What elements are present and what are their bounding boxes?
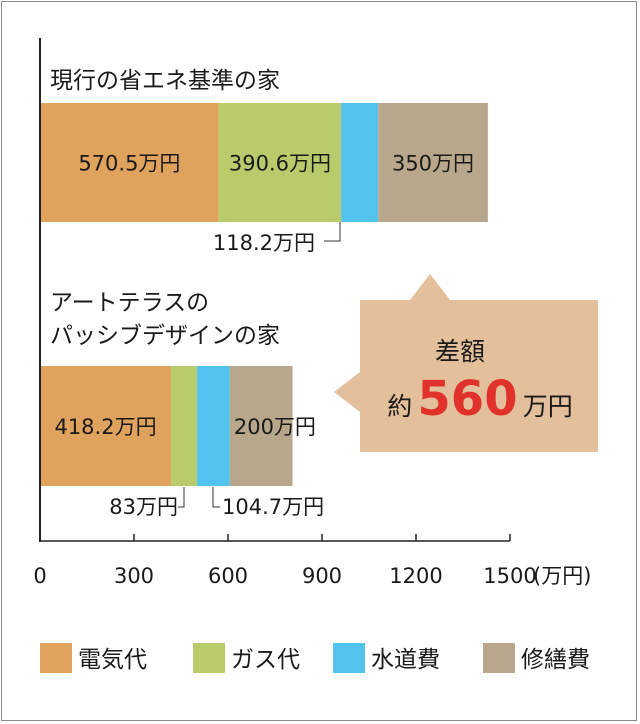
x-tick-label: 1200 [389,564,442,588]
bar-segment [341,103,379,222]
bar-segment [378,103,488,222]
data-label: 570.5万円 [78,152,180,176]
data-label: 390.6万円 [229,152,331,176]
bar-segment [40,366,172,486]
legend-swatch [333,643,365,673]
bar-segment [197,366,230,486]
x-unit-label: (万円) [533,564,591,588]
bar-segment [218,103,342,222]
legend-item: 電気代 [40,643,147,673]
callout-value: 560 [417,371,517,427]
data-label: 350万円 [392,152,474,176]
legend-item: 水道費 [333,643,440,673]
x-tick-label: 1500 [483,564,536,588]
x-tick-label: 600 [208,564,248,588]
callout-prefix: 約 [387,392,412,421]
legend-label: 水道費 [371,647,440,673]
bar-segment [40,103,219,222]
x-tick-label: 900 [302,564,342,588]
callout-box [334,274,598,452]
leader-line [324,222,341,242]
data-label: 104.7万円 [222,495,324,519]
leader-line [212,487,220,508]
legend-swatch [483,643,515,673]
difference-callout: 差額 約 560 万円 [334,274,598,452]
legend-label: ガス代 [231,647,300,673]
bar-category-label: 現行の省エネ基準の家 [50,68,280,94]
legend-swatch [193,643,225,673]
bar-group: 現行の省エネ基準の家 570.5万円 390.6万円 118.2万円 350万円 [40,68,488,255]
bar-segment [229,366,293,486]
data-label: 200万円 [234,415,316,439]
legend: 電気代 ガス代 水道費 修繕費 [40,643,590,673]
bar-segment [171,366,198,486]
legend-label: 電気代 [78,647,147,673]
x-axis: 0 300 600 900 1200 1500(万円) [33,38,591,588]
bars-layer: 現行の省エネ基準の家 570.5万円 390.6万円 118.2万円 350万円アートテ… [40,68,488,519]
data-label: 118.2万円 [213,231,315,255]
legend-label: 修繕費 [521,647,590,673]
legend-item: ガス代 [193,643,300,673]
x-tick-label: 300 [114,564,154,588]
bar-category-label: アートテラスの [50,290,209,316]
legend-swatch [40,643,72,673]
data-label: 83万円 [109,495,178,519]
data-label: 418.2万円 [54,415,156,439]
callout-amount: 約 560 万円 [387,371,572,427]
bar-category-label: パッシブデザインの家 [50,323,280,349]
x-tick-label: 0 [33,564,46,588]
callout-line1: 差額 [435,337,485,366]
callout-suffix: 万円 [523,392,573,421]
leader-line [178,487,185,508]
legend-item: 修繕費 [483,643,590,673]
